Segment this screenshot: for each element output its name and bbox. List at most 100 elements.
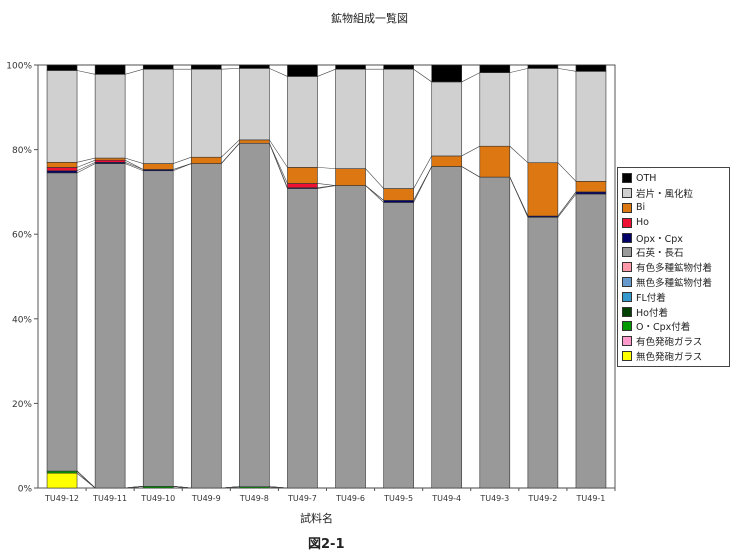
legend-item: OTH: [622, 171, 725, 186]
legend-item: 岩片・風化粒: [622, 186, 725, 201]
legend-label: 無色多種鉱物付着: [636, 277, 713, 289]
legend-item: Bi: [622, 201, 725, 216]
y-tick-label: 40%: [12, 315, 32, 325]
bar-segment: [431, 155, 463, 167]
legend-item: Ho付着: [622, 304, 725, 319]
legend-swatch: [622, 276, 632, 287]
legend-swatch: [622, 336, 632, 347]
bar-segment: [527, 68, 559, 164]
y-tick-label: 60%: [12, 231, 32, 241]
legend-label: 石英・長石: [636, 248, 684, 260]
legend-item: Opx・Cpx: [622, 230, 725, 245]
bar-segment: [190, 68, 222, 158]
bar-segment: [239, 68, 270, 141]
bar-segment: [335, 68, 366, 169]
bar-segment: [142, 64, 174, 70]
bar-stack: [46, 64, 78, 489]
legend-label: 無色発砲ガラス: [636, 351, 703, 363]
bar-segment: [383, 188, 414, 201]
bar-segment: [383, 64, 414, 70]
bar-segment: [335, 168, 366, 186]
bar-segment: [479, 64, 511, 73]
y-tick-label: 80%: [12, 146, 32, 156]
bar-segment: [239, 139, 270, 144]
bar-stack: [142, 64, 174, 489]
x-tick-label: TU49-8: [239, 494, 269, 503]
x-tick-label: TU49-12: [44, 494, 79, 503]
bar-segment: [46, 161, 78, 168]
bar-segment: [46, 472, 78, 489]
y-axis: 0% 20% 40% 60% 80% 100%: [6, 62, 38, 495]
bar-stack: [190, 64, 222, 489]
connector-line: [47, 470, 606, 489]
legend-item: O・Cpx付着: [622, 319, 725, 334]
bar-stack: [335, 64, 366, 489]
x-tick-label: TU49-7: [287, 494, 317, 503]
legend-swatch: [622, 306, 632, 317]
bar-segment: [575, 181, 607, 193]
bar-stack: [239, 64, 270, 489]
x-axis: TU49-12 TU49-11 TU49-10 TU49-9 TU49-8 TU49-7 T…: [44, 488, 616, 503]
bar-segment: [383, 200, 414, 203]
bar-segment: [142, 68, 174, 164]
bar-segment: [94, 64, 126, 75]
legend-item: 無色発砲ガラス: [622, 349, 725, 364]
x-tick-label: TU49-4: [431, 494, 461, 503]
bar-stack: [383, 64, 414, 489]
x-tick-label: TU49-1: [576, 494, 606, 503]
bar-segment: [46, 64, 78, 71]
bar-segment: [287, 64, 318, 77]
bar-segment: [190, 156, 222, 164]
bar-segment: [142, 170, 174, 487]
bar-segment: [527, 64, 559, 69]
bar-segment: [239, 142, 270, 488]
bar-segment: [575, 71, 607, 182]
bar-stack: [431, 64, 463, 489]
bar-segment: [431, 81, 463, 157]
legend-item: 有色発砲ガラス: [622, 334, 725, 349]
bar-segment: [431, 166, 463, 489]
legend-label: 有色発砲ガラス: [636, 337, 703, 349]
bar-segment: [431, 64, 463, 83]
bar-stack: [527, 64, 559, 489]
legend-label: FL付着: [636, 292, 666, 304]
bar-stack: [575, 64, 607, 489]
legend-swatch: [622, 247, 632, 258]
bar-segment: [46, 167, 78, 172]
legend-item: 有色多種鉱物付着: [622, 260, 725, 275]
bar-segment: [94, 157, 126, 161]
legend-label: Opx・Cpx: [636, 233, 683, 245]
legend-label: OTH: [636, 172, 657, 184]
legend-swatch: [622, 173, 632, 184]
legend-label: Ho: [636, 217, 649, 229]
x-axis-title: 試料名: [300, 512, 333, 525]
bar-segment: [383, 68, 414, 189]
legend-item: 石英・長石: [622, 245, 725, 260]
bar-segment: [46, 170, 78, 174]
bar-stack: [287, 64, 318, 489]
legend-swatch: [622, 217, 632, 228]
x-tick-label: TU49-5: [383, 494, 413, 503]
chart-title: 鉱物組成一覧図: [331, 12, 408, 25]
x-tick-label: TU49-9: [191, 494, 221, 503]
bar-segment: [190, 163, 222, 489]
bar-segment: [46, 70, 78, 163]
bar-segment: [575, 193, 607, 489]
bar-segment: [94, 163, 126, 489]
bar-segment: [479, 72, 511, 147]
legend: OTH 岩片・風化粒 Bi Ho Opx・Cpx 石英・長石 有色多種鉱物付着 無色多種鉱物付…: [617, 167, 730, 367]
bar-segment: [335, 64, 366, 70]
bar-segment: [46, 470, 78, 474]
x-tick-label: TU49-2: [527, 494, 557, 503]
legend-swatch: [622, 350, 632, 361]
figure-caption: 図2-1: [308, 537, 345, 552]
bar-segment: [94, 159, 126, 163]
legend-swatch: [622, 232, 632, 243]
x-tick-label: TU49-11: [92, 494, 127, 503]
bar-segment: [527, 162, 559, 217]
connector-line: [47, 470, 606, 489]
y-tick-label: 20%: [12, 400, 32, 410]
bar-segment: [479, 145, 511, 178]
bar-segment: [94, 74, 126, 159]
